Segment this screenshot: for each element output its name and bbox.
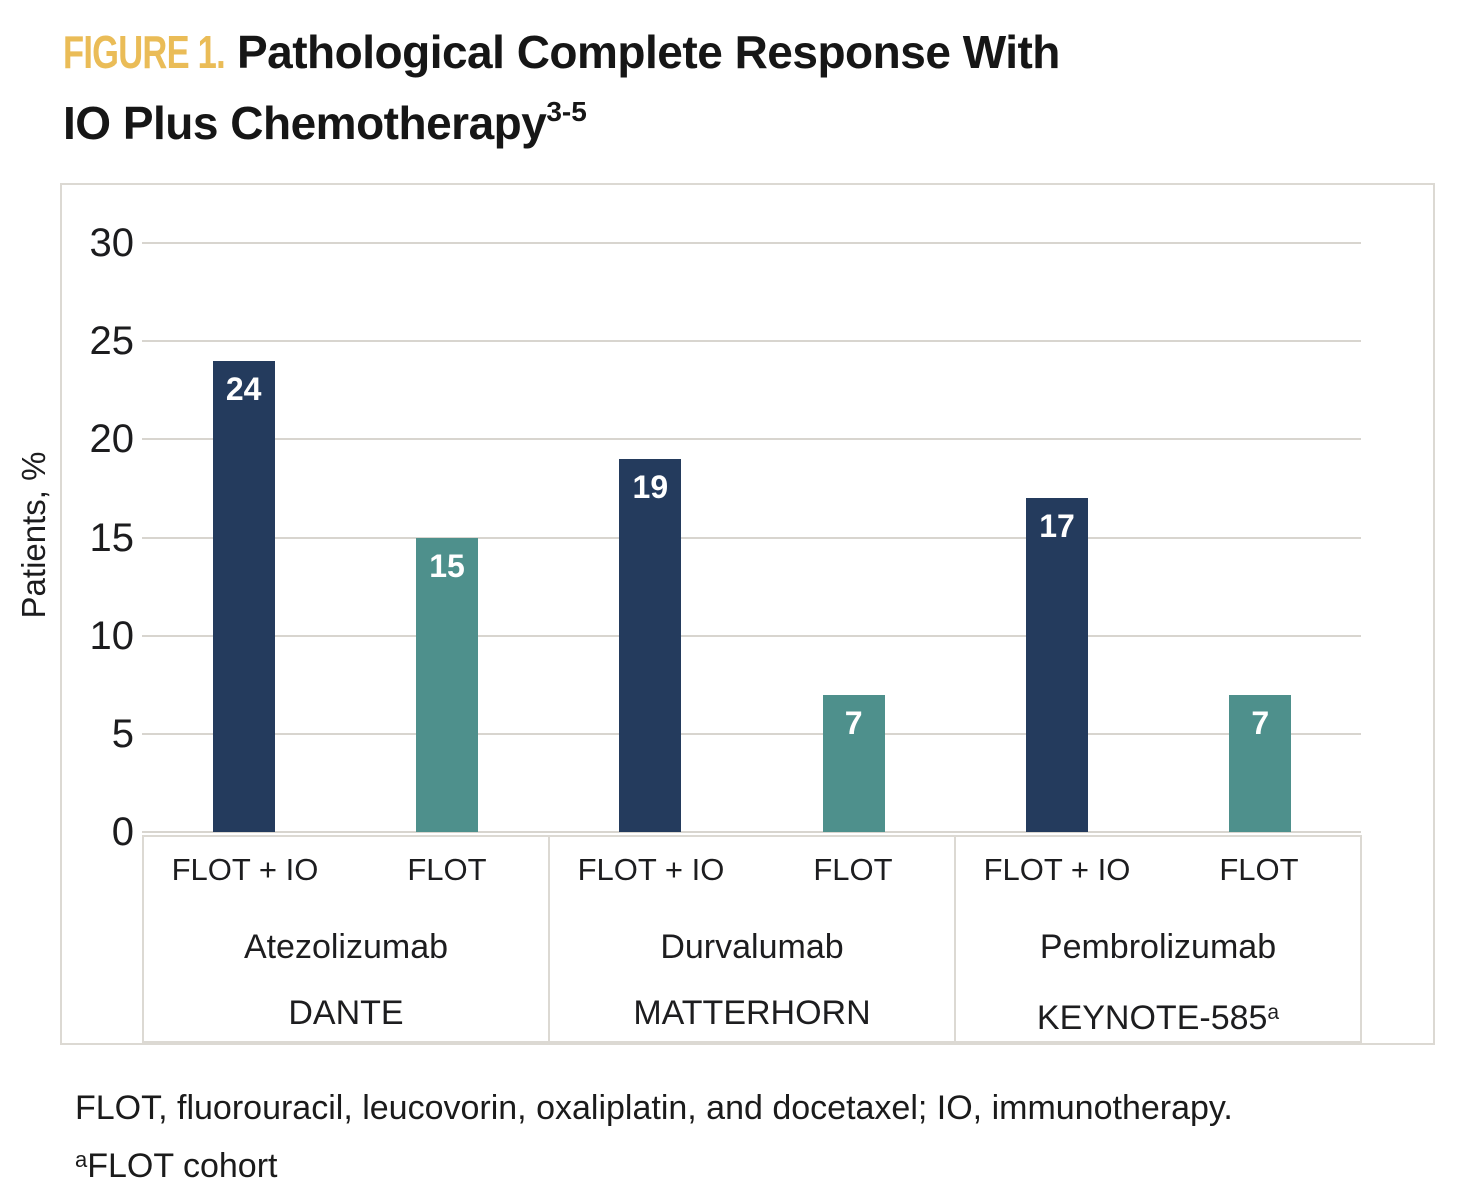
trial-name-label: DANTE: [288, 994, 404, 1032]
figure-footnotes: FLOT, fluorouracil, leucovorin, oxalipla…: [75, 1083, 1233, 1190]
trial-group-table: FLOT + IO FLOT Atezolizumab DANTE FLOT + IO F…: [142, 835, 1362, 1043]
y-tick-label-5: 5: [111, 711, 134, 756]
figure-title: FIGURE 1. Pathological Complete Response …: [63, 22, 1060, 153]
bar-dante-flot-plus-io: 24: [212, 360, 275, 832]
trial-group-cell-matterhorn: FLOT + IO FLOT Durvalumab MATTERHORN: [548, 837, 954, 1041]
figure-title-line1: Pathological Complete Response With: [236, 26, 1060, 78]
bar-matterhorn-flot: 7: [822, 694, 885, 832]
gridline-20: [142, 438, 1361, 441]
arm-label: FLOT: [813, 852, 893, 887]
footnote-abbreviations: FLOT, fluorouracil, leucovorin, oxalipla…: [75, 1089, 1233, 1127]
bar-value-label: 19: [632, 468, 669, 505]
bar-value-label: 24: [225, 370, 262, 407]
bar-value-label: 17: [1039, 508, 1075, 545]
trial-name-superscript: a: [1267, 1001, 1280, 1024]
y-tick-label-25: 25: [89, 319, 135, 364]
bar-dante-flot: 15: [416, 537, 478, 832]
bar-value-label: 7: [1251, 704, 1270, 741]
drug-label: Atezolizumab: [243, 928, 449, 966]
drug-label: Pembrolizumab: [1039, 928, 1277, 966]
arm-label: FLOT + IO: [577, 852, 725, 887]
figure-title-reference-superscript: 3-5: [546, 96, 587, 127]
figure-title-line2: IO Plus Chemotherapy: [63, 97, 547, 149]
footnote-cohort-text: FLOT cohort: [87, 1147, 278, 1185]
trial-name-label: MATTERHORN: [633, 994, 871, 1032]
arm-label: FLOT + IO: [171, 852, 319, 887]
gridline-25: [142, 340, 1361, 343]
arm-label: FLOT: [407, 852, 487, 887]
gridline-5: [142, 732, 1361, 735]
bar-keynote-585-flot-plus-io: 17: [1026, 498, 1088, 832]
drug-label: Durvalumab: [660, 928, 844, 966]
gridline-10: [142, 634, 1361, 637]
y-axis-title: Patients, %: [15, 451, 52, 619]
y-tick-label-0: 0: [111, 810, 134, 854]
bar-keynote-585-flot: 7: [1229, 694, 1292, 832]
figure-number-tag: FIGURE 1.: [63, 26, 226, 78]
footnote-cohort: aFLOT cohort: [75, 1134, 1233, 1190]
y-tick-label-10: 10: [89, 613, 135, 658]
trial-name-label: KEYNOTE-585a: [1036, 999, 1280, 1037]
bar-value-label: 7: [844, 704, 863, 741]
chart-plot-area: FLOT + IO FLOT Atezolizumab DANTE FLOT + IO F…: [60, 183, 1435, 1045]
arm-label: FLOT + IO: [983, 852, 1131, 887]
trial-group-cell-dante: FLOT + IO FLOT Atezolizumab DANTE: [144, 837, 548, 1041]
y-tick-label-20: 20: [89, 417, 135, 462]
arm-label: FLOT: [1219, 852, 1299, 887]
trial-group-cell-keynote-585: FLOT + IO FLOT Pembrolizumab KEYNOTE-585a: [954, 837, 1360, 1041]
y-tick-label-15: 15: [89, 515, 135, 560]
gridline-15: [142, 536, 1361, 539]
gridline-30: [142, 242, 1361, 244]
gridline-0: [142, 831, 1361, 833]
bar-value-label: 15: [429, 547, 465, 584]
y-tick-label-30: 30: [89, 221, 135, 265]
bar-matterhorn-flot-plus-io: 19: [619, 458, 682, 832]
footnote-cohort-superscript: a: [75, 1147, 88, 1172]
